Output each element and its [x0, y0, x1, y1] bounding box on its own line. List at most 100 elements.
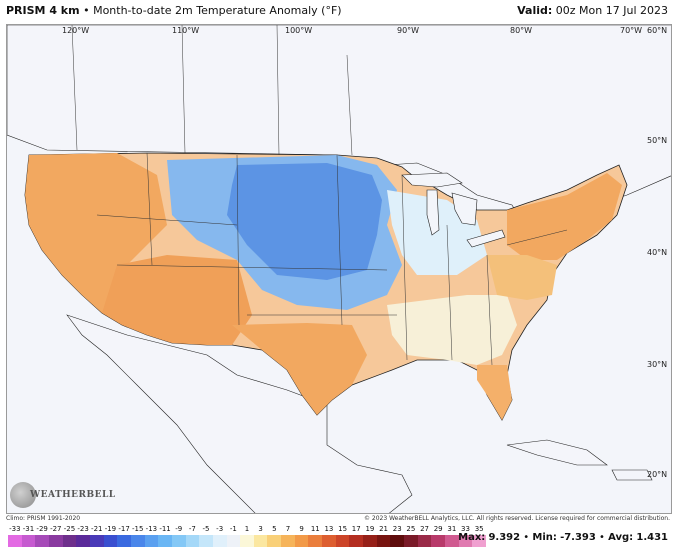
- lat-label: 30°N: [647, 360, 667, 369]
- logo-text: WEATHERBELL: [30, 490, 116, 500]
- colorbar-swatch: [445, 535, 459, 547]
- canada-land: [7, 25, 671, 231]
- climo-note: Climo: PRISM 1991-2020: [6, 515, 81, 522]
- colorbar-swatch: [253, 535, 268, 547]
- colorbar-swatch: [76, 535, 90, 547]
- colorbar-swatch: [349, 535, 364, 547]
- lon-label: 110°W: [172, 26, 199, 35]
- plains-cold-core: [227, 163, 382, 280]
- weatherbell-logo: WEATHERBELL: [10, 480, 115, 510]
- lat-label: 60°N: [647, 26, 667, 35]
- colorbar-swatch: [144, 535, 159, 547]
- colorbar-tick-label: -29: [36, 525, 48, 533]
- west-warm: [25, 153, 167, 313]
- colorbar-tick-label: 27: [420, 525, 429, 533]
- map-title: PRISM 4 km • Month-to-date 2m Temperatur…: [6, 0, 342, 22]
- colorbar: [8, 535, 486, 547]
- colorbar-swatch: [35, 535, 49, 547]
- valid-label: Valid:: [517, 4, 553, 17]
- colorbar-tick-label: -31: [22, 525, 35, 533]
- lon-label: 120°W: [62, 26, 89, 35]
- logo-bell-icon: [10, 482, 36, 508]
- map-header: PRISM 4 km • Month-to-date 2m Temperatur…: [0, 0, 680, 22]
- colorbar-swatch: [335, 535, 350, 547]
- colorbar-swatch: [294, 535, 309, 547]
- colorbar-swatch: [376, 535, 391, 547]
- colorbar-tick-label: 23: [392, 525, 402, 533]
- colorbar-tick-label: -21: [91, 525, 103, 533]
- colorbar-swatch: [158, 535, 172, 547]
- midatlantic-warm: [487, 255, 557, 300]
- hispaniola: [611, 469, 653, 481]
- colorbar-tick-label: 19: [365, 525, 375, 533]
- colorbar-swatch: [458, 535, 473, 547]
- colorbar-swatch: [322, 535, 336, 547]
- max-label: Max:: [458, 532, 486, 543]
- cuba: [506, 439, 608, 466]
- min-label: Min:: [532, 532, 557, 543]
- valid-time: Valid: 00z Mon 17 Jul 2023: [517, 0, 668, 22]
- map-panel[interactable]: 120°W 110°W 100°W 90°W 80°W 70°W 60°N 50…: [6, 24, 672, 514]
- max-value: 9.392: [488, 532, 521, 543]
- province-borders: [71, 25, 353, 156]
- colorbar-tick-label: -11: [159, 525, 171, 533]
- colorbar-swatch: [171, 535, 186, 547]
- colorbar-tick-label: 11: [310, 525, 320, 533]
- colorbar-swatch: [117, 535, 131, 547]
- colorbar-tick-label: -25: [63, 525, 76, 533]
- lon-label: 70°W: [620, 26, 642, 35]
- colorbar-swatch: [185, 535, 200, 547]
- florida-warm: [477, 365, 512, 420]
- product-name: PRISM 4 km: [6, 4, 80, 17]
- colorbar-swatch: [404, 535, 418, 547]
- colorbar-tick-label: 17: [351, 525, 361, 533]
- texas-warm: [232, 323, 367, 415]
- colorbar-tick-label: 25: [406, 525, 416, 533]
- colorbar-swatch: [21, 535, 36, 547]
- colorbar-labels: -33 -31 -29 -27 -25 -23 -21 -19 -17 -15 -13 -11 -9 -7…: [8, 525, 486, 534]
- colorbar-swatch: [267, 535, 282, 547]
- lake-erie: [466, 229, 506, 248]
- colorbar-swatch: [8, 535, 22, 547]
- copyright-note: © 2023 WeatherBELL Analytics, LLC. All r…: [364, 515, 670, 522]
- southeast-mild: [387, 295, 517, 365]
- colorbar-tick-label: 21: [379, 525, 389, 533]
- colorbar-tick-label: -3: [216, 525, 224, 533]
- colorbar-swatch: [240, 535, 254, 547]
- southwest-warm: [102, 255, 252, 345]
- colorbar-tick-label: 9: [299, 525, 304, 533]
- colorbar-swatch: [130, 535, 145, 547]
- lat-label: 50°N: [647, 136, 667, 145]
- colorbar-swatch: [226, 535, 241, 547]
- lake-superior: [401, 172, 463, 188]
- colorbar-tick-label: 29: [433, 525, 443, 533]
- colorbar-swatch: [48, 535, 63, 547]
- colorbar-swatch: [431, 535, 445, 547]
- lake-michigan: [426, 189, 440, 236]
- colorbar-tick-label: 5: [272, 525, 277, 533]
- colorbar-tick-label: -27: [50, 525, 62, 533]
- avg-label: Avg:: [608, 532, 634, 543]
- colorbar-tick-label: 35: [474, 525, 484, 533]
- colorbar-tick-label: 1: [244, 525, 250, 533]
- colorbar-tick-label: -5: [202, 525, 210, 533]
- colorbar-swatch: [281, 535, 295, 547]
- colorbar-swatch: [62, 535, 77, 547]
- colorbar-swatch: [472, 535, 486, 547]
- valid-value: 00z Mon 17 Jul 2023: [555, 4, 668, 17]
- lat-label: 20°N: [647, 470, 667, 479]
- colorbar-tick-label: 31: [447, 525, 457, 533]
- colorbar-tick-label: -23: [77, 525, 89, 533]
- colorbar-tick-label: 15: [338, 525, 348, 533]
- state-borders: [96, 152, 568, 366]
- avg-value: 1.431: [636, 532, 668, 543]
- colorbar-tick-label: -1: [229, 525, 237, 533]
- colorbar-swatch: [308, 535, 323, 547]
- colorbar-tick-label: 7: [285, 525, 291, 533]
- colorbar-tick-label: 13: [324, 525, 334, 533]
- colorbar-tick-label: 3: [258, 525, 263, 533]
- product-description: • Month-to-date 2m Temperature Anomaly (…: [83, 4, 342, 17]
- colorbar-tick-label: -7: [188, 525, 196, 533]
- anomaly-map: 120°W 110°W 100°W 90°W 80°W 70°W 60°N 50…: [7, 25, 671, 513]
- min-value: -7.393: [560, 532, 596, 543]
